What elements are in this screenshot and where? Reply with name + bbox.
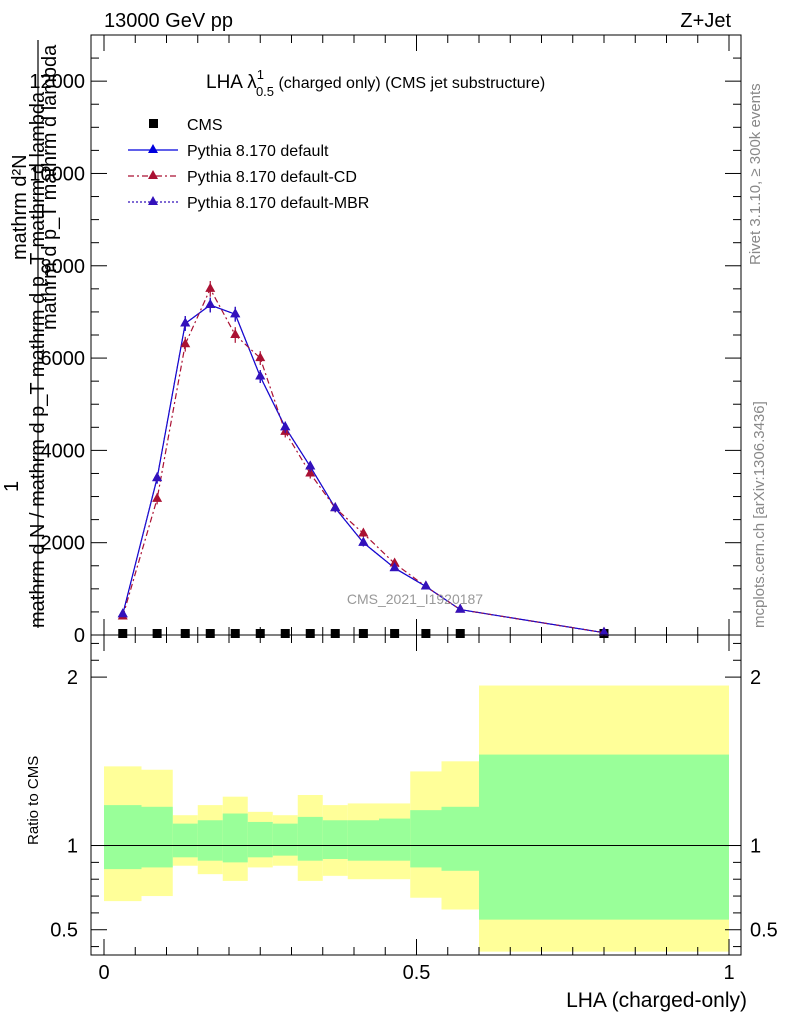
series-point xyxy=(280,421,291,431)
cms-data-point xyxy=(205,629,215,638)
series-point xyxy=(358,536,369,546)
cms-data-point xyxy=(358,629,368,638)
ratio-inner-band xyxy=(197,820,223,861)
legend-label-default: Pythia 8.170 default xyxy=(187,143,329,160)
mcplots-label: mcplots.cern.ch [arXiv:1306.3436] xyxy=(751,401,768,628)
cms-data-point xyxy=(255,629,265,638)
ratio-inner-band xyxy=(141,806,173,868)
y-tick-label: 8000 xyxy=(41,256,86,278)
y-axis-label-denominator: mathrm d p_T mathrm d lambda xyxy=(39,44,61,330)
series-line xyxy=(122,304,605,634)
legend-label-cms: CMS xyxy=(187,117,223,134)
y-tick-label: 2000 xyxy=(41,533,86,555)
series-point xyxy=(230,329,241,338)
ratio-inner-band xyxy=(410,810,442,868)
series-point xyxy=(389,557,400,567)
series-point xyxy=(152,492,163,502)
series-point xyxy=(205,299,216,308)
legend-marker-cms xyxy=(149,119,158,128)
ratio-y-axis-label: Ratio to CMS xyxy=(25,756,42,845)
series-point xyxy=(330,502,341,512)
ratio-inner-band xyxy=(247,821,273,858)
ratio-inner-band xyxy=(222,813,248,863)
y-tick-label: 4000 xyxy=(41,440,86,462)
header-energy: 13000 GeV pp xyxy=(104,10,233,32)
series-point xyxy=(180,338,191,348)
y-tick-label: 0 xyxy=(74,625,85,647)
x-tick-label: 0.5 xyxy=(403,962,431,984)
y-axis-label-numerator: mathrm d²N xyxy=(9,154,31,260)
series-point xyxy=(180,317,191,327)
y-tick-label: 10000 xyxy=(29,163,85,185)
series-line xyxy=(122,304,605,634)
series-point xyxy=(205,282,216,292)
cms-data-point xyxy=(118,629,128,638)
series-line xyxy=(122,287,605,634)
ratio-y-tick-label: 0.5 xyxy=(50,920,78,942)
cms-data-point xyxy=(455,629,465,638)
ratio-inner-band xyxy=(172,823,198,858)
series-point xyxy=(255,370,266,380)
ratio-plot-frame xyxy=(90,634,742,956)
series-point xyxy=(305,460,316,470)
series-point xyxy=(420,580,431,590)
rivet-label: Rivet 3.1.10, ≥ 300k events xyxy=(747,83,764,265)
cms-data-point xyxy=(305,629,315,638)
series-point xyxy=(230,308,241,318)
series-point xyxy=(599,626,609,636)
ratio-inner-band xyxy=(347,820,379,861)
y-tick-label: 12000 xyxy=(29,71,85,93)
ratio-inner-band xyxy=(379,818,411,861)
ratio-inner-band xyxy=(272,823,298,856)
cms-data-point xyxy=(180,629,190,638)
ratio-inner-band xyxy=(441,806,479,871)
y-axis-label-prefactor: 1 xyxy=(1,481,23,492)
y-axis-label-overlap: mathrm d N / mathrm d p_T mathrm d p_T m… xyxy=(27,91,49,628)
ratio-y-tick-label-right: 2 xyxy=(750,667,761,689)
ratio-inner-band xyxy=(322,820,348,859)
series-point xyxy=(389,562,400,572)
legend-label-mbr: Pythia 8.170 default-MBR xyxy=(187,195,369,212)
series-point xyxy=(255,352,266,362)
main-plot-area: 0 2000 4000 6000 8000 10000 12000 xyxy=(29,34,741,647)
legend-label-cd: Pythia 8.170 default-CD xyxy=(187,169,357,186)
ratio-y-tick-label-right: 1 xyxy=(750,836,761,858)
cms-data-point xyxy=(230,629,240,638)
y-tick-label: 6000 xyxy=(41,348,86,370)
series-point xyxy=(117,608,128,618)
cms-data-point xyxy=(280,629,290,638)
x-axis-label: LHA (charged-only) xyxy=(566,989,747,1012)
series-point xyxy=(455,603,466,613)
ratio-inner-band xyxy=(297,816,323,861)
ratio-y-tick-label-right: 0.5 xyxy=(750,920,778,942)
legend-marker-cd xyxy=(148,170,158,179)
series-point xyxy=(152,472,163,482)
cms-data-point xyxy=(390,629,400,638)
header-process: Z+Jet xyxy=(680,10,731,32)
cms-data-point xyxy=(330,629,340,638)
cms-data-point xyxy=(152,629,162,638)
legend-marker-mbr xyxy=(148,196,158,205)
series-point xyxy=(358,527,369,537)
x-tick-label: 1 xyxy=(723,962,734,984)
ratio-y-tick-label: 1 xyxy=(67,836,78,858)
series-point xyxy=(305,467,316,477)
legend: CMS Pythia 8.170 default Pythia 8.170 de… xyxy=(128,117,369,212)
ratio-y-tick-label: 2 xyxy=(67,667,78,689)
cms-data-point xyxy=(421,629,431,638)
ratio-inner-band xyxy=(479,754,729,920)
ratio-inner-band xyxy=(104,805,142,870)
main-plot-title: LHA λ1 0.5 (charged only) (CMS jet substr… xyxy=(206,67,545,99)
analysis-watermark: CMS_2021_I1920187 xyxy=(347,591,483,607)
ratio-plot-area: 0.5 0.5 1 1 2 2 0 0.5 1 xyxy=(50,635,778,984)
x-tick-label: 0 xyxy=(98,962,109,984)
legend-marker-default xyxy=(148,144,158,153)
